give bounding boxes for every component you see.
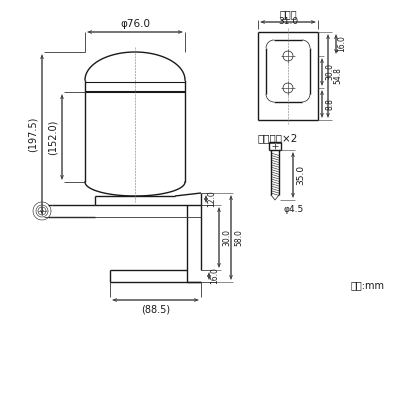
Text: 16.0: 16.0	[210, 268, 220, 284]
Text: 54.8: 54.8	[334, 68, 342, 84]
Text: 31.0: 31.0	[278, 18, 298, 26]
Text: (88.5): (88.5)	[141, 304, 170, 314]
Text: ベース: ベース	[279, 9, 297, 19]
Text: 58.0: 58.0	[234, 229, 244, 246]
Text: 単位:mm: 単位:mm	[351, 280, 385, 290]
Text: 30.0: 30.0	[326, 64, 334, 80]
Text: φ4.5: φ4.5	[283, 204, 303, 214]
Text: 30.0: 30.0	[222, 229, 232, 246]
Text: (152.0): (152.0)	[48, 119, 58, 155]
Text: φ76.0: φ76.0	[120, 19, 150, 29]
Text: 取付ビス×2: 取付ビス×2	[258, 133, 298, 143]
Text: 35.0: 35.0	[296, 165, 306, 185]
Text: 8.8: 8.8	[326, 98, 334, 110]
Text: 16.0: 16.0	[338, 36, 346, 52]
Text: (197.5): (197.5)	[28, 117, 38, 152]
Text: 12.0: 12.0	[208, 191, 216, 207]
